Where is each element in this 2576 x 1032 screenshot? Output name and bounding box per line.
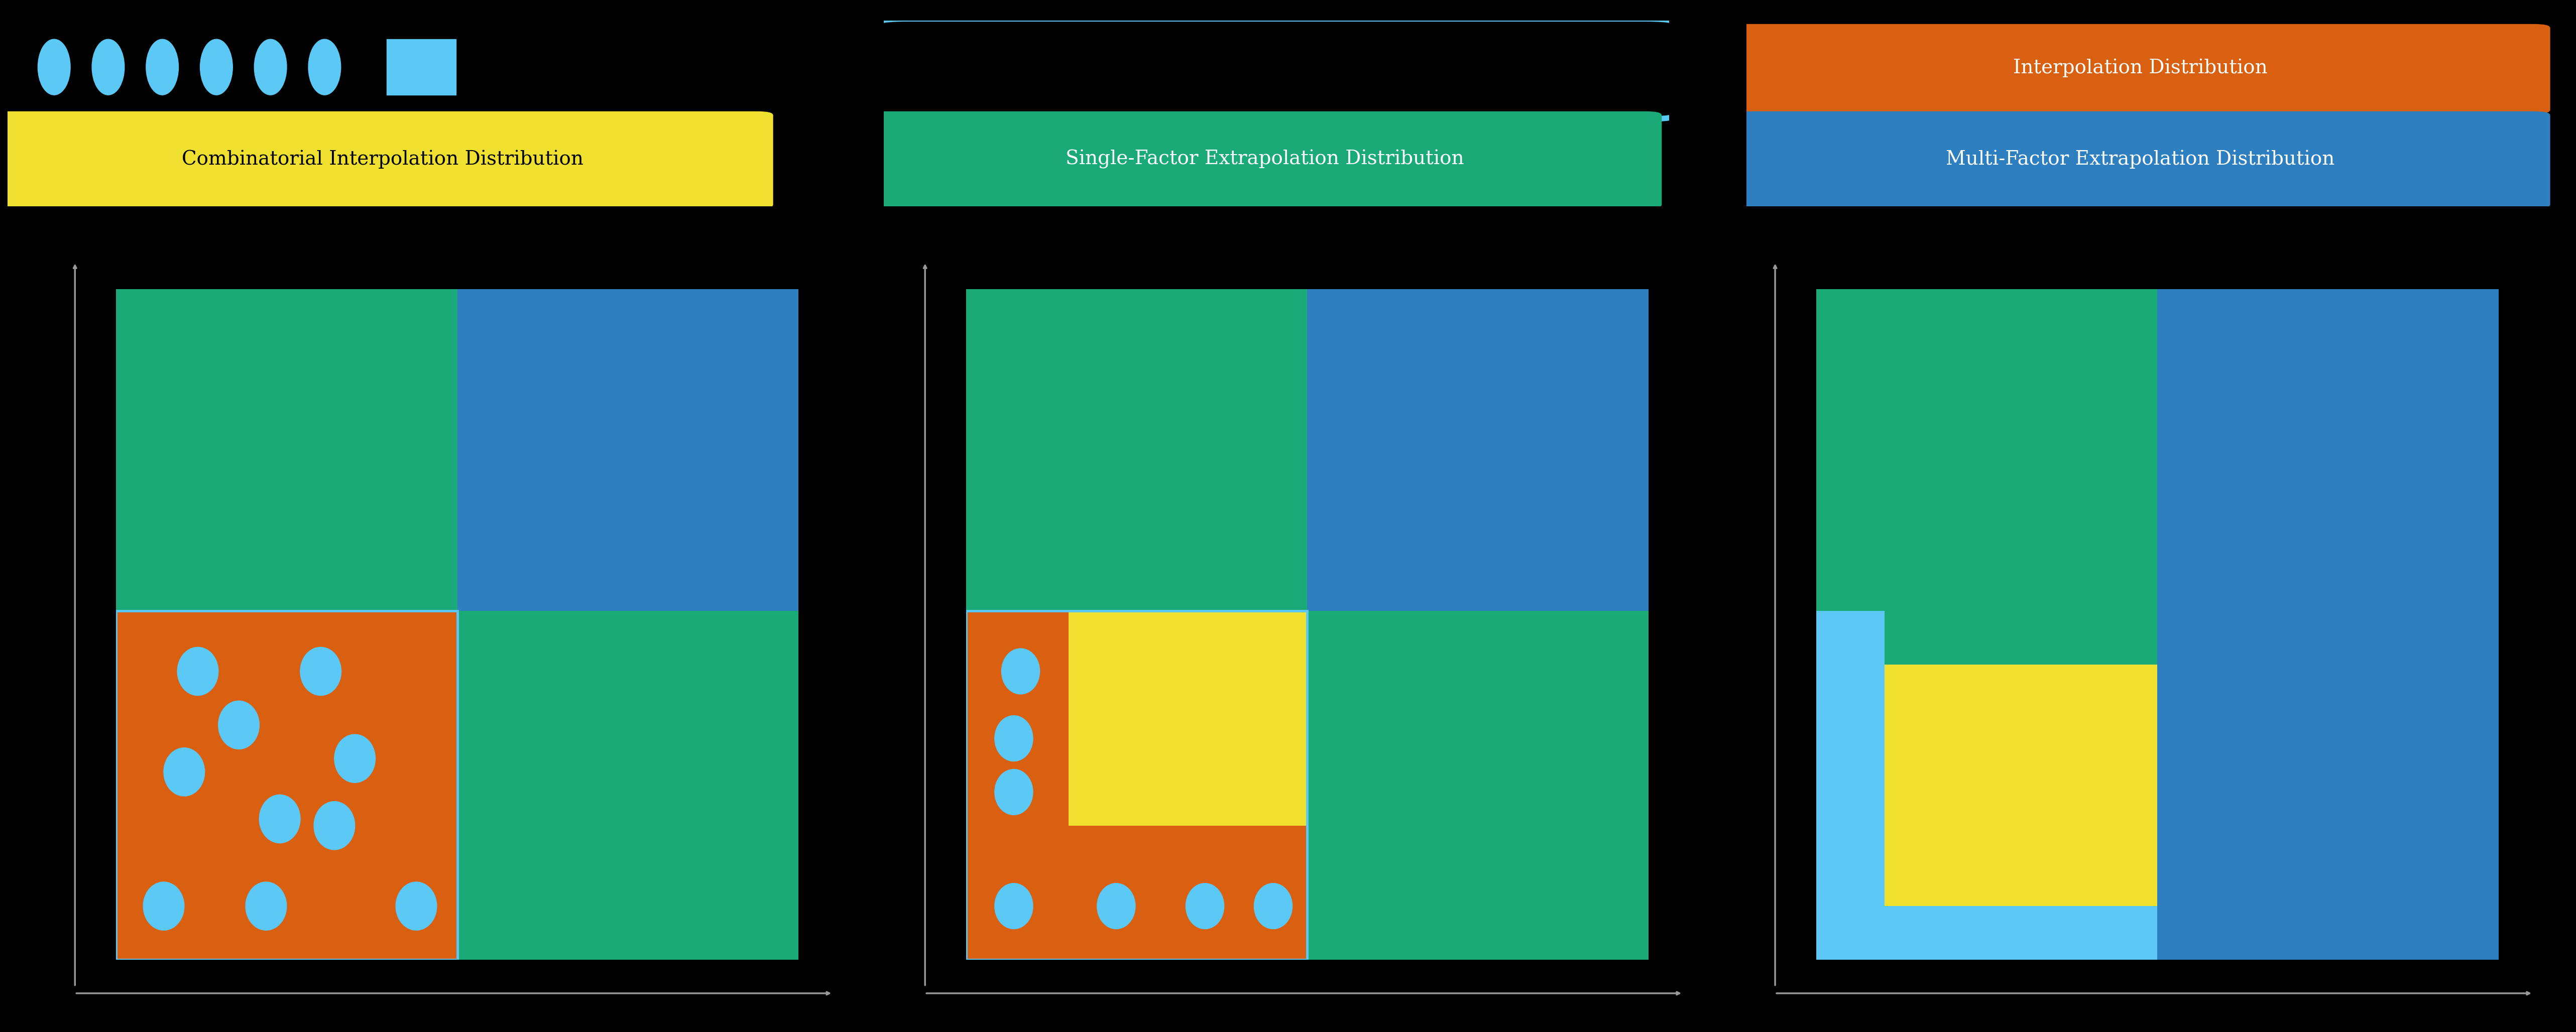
Bar — [386, 39, 456, 95]
FancyBboxPatch shape — [1731, 25, 2550, 114]
Text: Combinatorial Interpolation Distribution: Combinatorial Interpolation Distribution — [183, 150, 582, 168]
Ellipse shape — [994, 769, 1033, 815]
Ellipse shape — [309, 39, 340, 95]
FancyBboxPatch shape — [0, 111, 773, 208]
Bar — [966, 289, 1309, 611]
Ellipse shape — [201, 39, 232, 95]
Text: Interpolation Distribution: Interpolation Distribution — [2012, 59, 2267, 77]
Ellipse shape — [219, 701, 260, 749]
Ellipse shape — [1097, 883, 1136, 929]
Ellipse shape — [397, 882, 438, 930]
Ellipse shape — [147, 39, 178, 95]
Ellipse shape — [255, 39, 286, 95]
Ellipse shape — [144, 882, 185, 930]
Bar — [116, 611, 459, 960]
Bar — [966, 611, 1309, 960]
Ellipse shape — [314, 802, 355, 849]
Ellipse shape — [994, 883, 1033, 929]
Bar — [116, 611, 459, 960]
Bar — [1069, 611, 1306, 826]
Ellipse shape — [301, 647, 340, 696]
FancyBboxPatch shape — [868, 19, 1685, 119]
Text: Multi-Factor Extrapolation Distribution: Multi-Factor Extrapolation Distribution — [1945, 150, 2334, 168]
Bar — [116, 611, 459, 960]
Bar — [1816, 611, 2499, 960]
Bar — [2159, 289, 2499, 611]
FancyBboxPatch shape — [868, 111, 1662, 208]
Bar — [1816, 611, 2499, 960]
Bar — [459, 289, 799, 611]
Bar — [1309, 289, 1649, 611]
Bar — [459, 611, 799, 960]
Ellipse shape — [1002, 648, 1041, 695]
FancyBboxPatch shape — [1731, 111, 2550, 208]
Bar — [1309, 611, 1649, 960]
Ellipse shape — [178, 647, 219, 696]
Bar — [1816, 611, 1883, 960]
Ellipse shape — [994, 715, 1033, 762]
Ellipse shape — [1185, 883, 1224, 929]
Ellipse shape — [39, 39, 70, 95]
Bar — [966, 611, 1309, 960]
Ellipse shape — [245, 882, 286, 930]
Ellipse shape — [260, 795, 301, 843]
Bar — [2159, 611, 2499, 960]
Bar — [1816, 289, 2159, 611]
Ellipse shape — [93, 39, 124, 95]
Ellipse shape — [165, 748, 204, 796]
Ellipse shape — [1255, 883, 1293, 929]
Text: Single-Factor Extrapolation Distribution: Single-Factor Extrapolation Distribution — [1066, 150, 1463, 168]
Bar — [1883, 665, 2159, 906]
Ellipse shape — [335, 735, 376, 782]
Bar — [1816, 906, 2159, 960]
Bar — [116, 289, 459, 611]
